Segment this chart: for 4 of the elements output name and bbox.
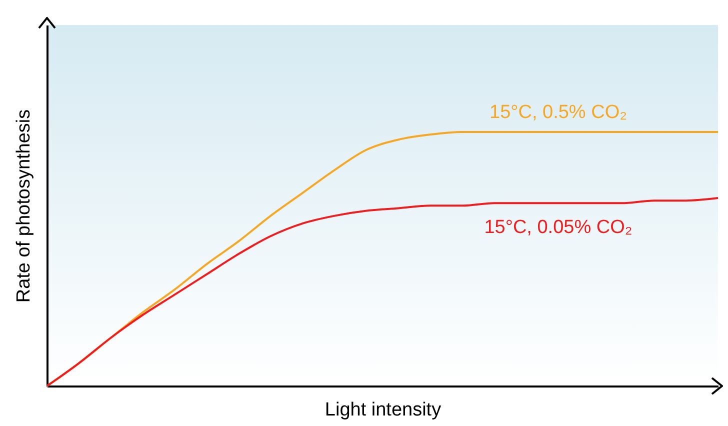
y-axis-title: Rate of photosynthesis	[14, 109, 34, 303]
series-label: 15°C, 0.05% CO₂	[484, 217, 632, 238]
series-label: 15°C, 0.5% CO₂	[489, 102, 627, 123]
x-axis-title: Light intensity	[324, 400, 442, 420]
